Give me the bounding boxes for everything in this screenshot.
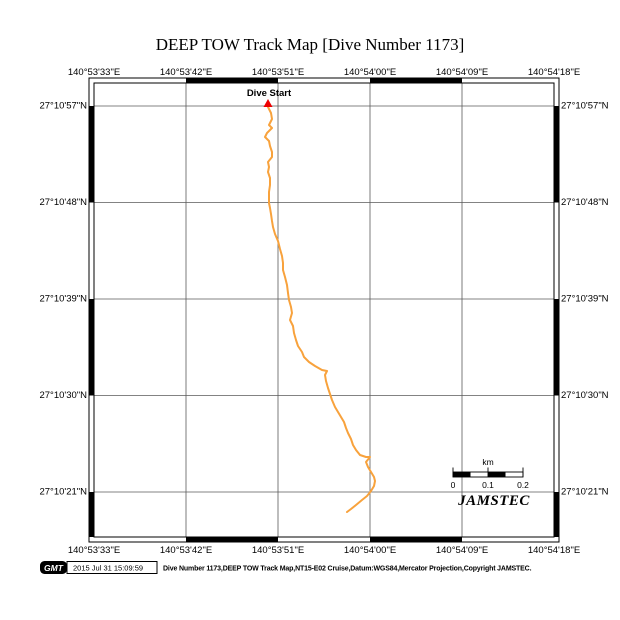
lon-label: 140°54'18"E <box>528 545 580 556</box>
frame-seg <box>89 492 94 537</box>
footer-bar: GMT 2015 Jul 31 15:09:59 Dive Number 117… <box>40 561 532 574</box>
frame-seg <box>370 537 462 542</box>
lon-label: 140°54'09"E <box>436 67 488 78</box>
lat-label: 27°10'57"N <box>39 101 87 112</box>
lon-label: 140°53'42"E <box>160 67 212 78</box>
lat-label: 27°10'57"N <box>561 101 609 112</box>
gmt-logo <box>40 561 67 574</box>
lat-label: 27°10'39"N <box>39 294 87 305</box>
lat-label: 27°10'30"N <box>39 390 87 401</box>
timestamp-box <box>66 561 158 574</box>
lat-label: 27°10'48"N <box>561 197 609 208</box>
lon-label: 140°53'33"E <box>68 67 120 78</box>
lat-label: 27°10'21"N <box>561 487 609 498</box>
frame-seg <box>554 492 559 537</box>
frame-seg <box>370 78 462 83</box>
page-title: DEEP TOW Track Map [Dive Number 1173] <box>156 35 465 54</box>
lon-label: 140°54'18"E <box>528 67 580 78</box>
dive-start-marker: Dive Start <box>247 88 292 107</box>
frame-seg <box>186 537 278 542</box>
lon-label: 140°53'33"E <box>68 545 120 556</box>
lon-label: 140°53'51"E <box>252 545 304 556</box>
scalebar-label: 0 <box>451 480 456 490</box>
scalebar-unit: km <box>482 457 493 467</box>
lon-label: 140°53'42"E <box>160 545 212 556</box>
scalebar-label: 0.2 <box>517 480 529 490</box>
scalebar-seg <box>488 472 506 477</box>
gmt-logo-text: GMT <box>44 563 64 573</box>
start-triangle-icon <box>263 99 273 107</box>
lat-label: 27°10'48"N <box>39 197 87 208</box>
map-frame <box>88 77 560 543</box>
axis-lat-right: 27°10'57"N 27°10'48"N 27°10'39"N 27°10'3… <box>561 101 609 498</box>
lon-label: 140°54'09"E <box>436 545 488 556</box>
axis-lon-bottom: 140°53'33"E 140°53'42"E 140°53'51"E 140°… <box>68 545 580 556</box>
frame-inner <box>93 82 555 538</box>
frame-seg <box>554 299 559 396</box>
jamstec-watermark: JAMSTEC <box>457 493 530 509</box>
grid-lines <box>94 83 554 537</box>
frame-seg <box>186 78 278 83</box>
frame-seg <box>89 299 94 396</box>
lat-label: 27°10'39"N <box>561 294 609 305</box>
axis-lat-left: 27°10'57"N 27°10'48"N 27°10'39"N 27°10'3… <box>39 101 87 498</box>
timestamp: 2015 Jul 31 15:09:59 <box>73 563 143 572</box>
lat-label: 27°10'21"N <box>39 487 87 498</box>
scale-bar: km 0 0.1 0.2 <box>451 457 530 490</box>
axis-lon-top: 140°53'33"E 140°53'42"E 140°53'51"E 140°… <box>68 67 580 78</box>
scalebar-label: 0.1 <box>482 480 494 490</box>
dive-start-label: Dive Start <box>247 88 292 99</box>
frame-seg <box>554 106 559 203</box>
lon-label: 140°54'00"E <box>344 67 396 78</box>
lon-label: 140°53'51"E <box>252 67 304 78</box>
dive-track <box>264 106 376 513</box>
footer-caption: Dive Number 1173,DEEP TOW Track Map,NT15… <box>163 565 532 572</box>
frame-seg <box>89 106 94 203</box>
scalebar-seg <box>453 472 471 477</box>
lon-label: 140°54'00"E <box>344 545 396 556</box>
lat-label: 27°10'30"N <box>561 390 609 401</box>
